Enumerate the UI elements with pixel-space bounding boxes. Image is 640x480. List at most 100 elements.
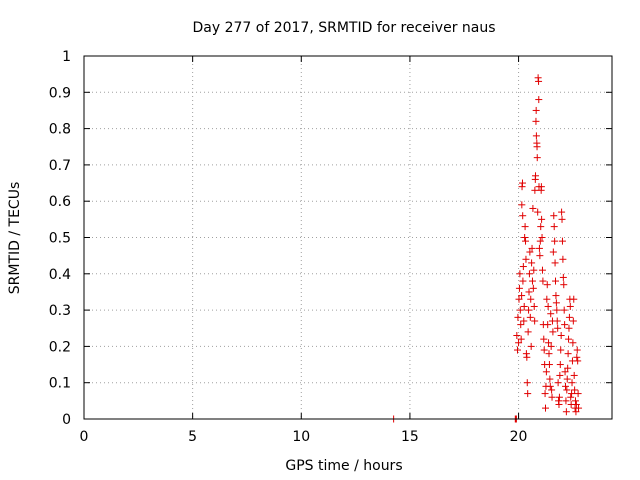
- data-point: [536, 252, 544, 260]
- data-point: [519, 277, 527, 285]
- data-point: [529, 204, 537, 212]
- data-point: [526, 248, 534, 256]
- data-point: [516, 306, 524, 314]
- data-point: [525, 288, 533, 296]
- data-point: [524, 328, 532, 336]
- data-point: [548, 393, 556, 401]
- x-tick-label: 5: [188, 429, 197, 445]
- data-point: [540, 346, 548, 354]
- y-axis-ticks: 0 0.1 0.2 0.3 0.4 0.5 0.6 0.7 0.8 0.9 1: [49, 49, 612, 428]
- data-point: [515, 295, 523, 303]
- data-point: [523, 379, 531, 387]
- data-point: [568, 379, 576, 387]
- data-point: [563, 386, 571, 394]
- data-point: [555, 393, 563, 401]
- data-point: [570, 371, 578, 379]
- data-point: [527, 295, 535, 303]
- data-point: [571, 386, 579, 394]
- data-point: [544, 321, 552, 329]
- data-point: [517, 335, 525, 343]
- data-point: [518, 179, 526, 187]
- data-point: [538, 215, 546, 223]
- x-tick-label: 10: [292, 429, 310, 445]
- data-point: [561, 321, 569, 329]
- y-tick-label: 0.4: [49, 267, 71, 283]
- data-point: [561, 368, 569, 376]
- data-point: [550, 223, 558, 231]
- y-tick-label: 0.5: [49, 231, 71, 247]
- data-point: [532, 172, 540, 180]
- data-point: [547, 342, 555, 350]
- data-point: [535, 96, 543, 104]
- y-tick-label: 0.6: [49, 194, 71, 210]
- data-point: [541, 390, 549, 398]
- data-point: [545, 361, 553, 369]
- data-point: [572, 408, 580, 416]
- data-point: [540, 335, 548, 343]
- data-point: [574, 357, 582, 365]
- data-point: [538, 234, 546, 241]
- data-point: [569, 339, 577, 347]
- data-point: [551, 237, 559, 245]
- data-point: [544, 302, 552, 310]
- data-point: [530, 266, 538, 274]
- data-point: [575, 404, 583, 412]
- data-point: [554, 324, 562, 332]
- data-point: [536, 237, 544, 245]
- data-point: [564, 350, 572, 358]
- data-point: [526, 313, 534, 321]
- data-point: [528, 244, 536, 252]
- data-point: [558, 237, 566, 245]
- data-point: [519, 263, 527, 271]
- data-point: [518, 201, 526, 209]
- data-point: [549, 248, 557, 256]
- data-point: [528, 259, 536, 267]
- data-point: [535, 244, 543, 252]
- data-point: [531, 317, 539, 325]
- data-point: [573, 346, 581, 354]
- data-point: [525, 270, 533, 278]
- data-point: [521, 234, 529, 241]
- data-point: [559, 255, 567, 263]
- data-point: [562, 408, 570, 416]
- data-point: [517, 321, 525, 329]
- data-point: [546, 382, 554, 390]
- data-point: [537, 183, 545, 191]
- data-point: [566, 302, 574, 310]
- data-point: [571, 397, 579, 405]
- data-point: [518, 292, 526, 300]
- data-point: [565, 335, 573, 343]
- data-point: [557, 332, 565, 340]
- data-point: [550, 212, 558, 220]
- data-point: [515, 284, 523, 292]
- data-point: [524, 390, 532, 398]
- chart-title: Day 277 of 2017, SRMTID for receiver nau…: [192, 20, 495, 36]
- data-point: [532, 117, 540, 125]
- data-point: [514, 313, 522, 321]
- data-point: [534, 208, 542, 216]
- data-point: [522, 255, 530, 263]
- data-point: [556, 361, 564, 369]
- y-tick-label: 0.1: [49, 376, 71, 392]
- data-point: [519, 212, 527, 220]
- data-point: [552, 299, 560, 307]
- data-point: [567, 393, 575, 401]
- data-point: [520, 317, 528, 325]
- data-point: [564, 364, 572, 372]
- data-point: [560, 281, 568, 289]
- data-point: [523, 353, 531, 361]
- data-point: [553, 317, 561, 325]
- data-point: [558, 208, 566, 216]
- data-point: [574, 390, 582, 398]
- data-point: [559, 273, 567, 281]
- data-point: [555, 400, 563, 408]
- data-points: [390, 74, 583, 423]
- data-point: [545, 339, 553, 347]
- data-point: [521, 223, 529, 231]
- x-tick-label: 20: [510, 429, 528, 445]
- data-point: [533, 143, 541, 151]
- data-point: [515, 339, 523, 347]
- data-point: [543, 281, 551, 289]
- data-point: [529, 284, 537, 292]
